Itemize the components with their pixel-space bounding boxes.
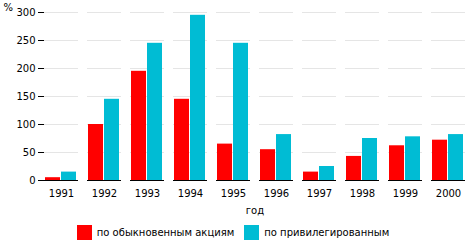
svg-text:150: 150 [16, 91, 35, 102]
svg-text:1995: 1995 [221, 188, 246, 199]
svg-text:1997: 1997 [307, 188, 332, 199]
svg-text:0: 0 [29, 175, 35, 186]
svg-text:200: 200 [16, 63, 35, 74]
svg-text:год: год [246, 205, 264, 216]
svg-text:1992: 1992 [92, 188, 117, 199]
svg-text:1993: 1993 [135, 188, 160, 199]
svg-text:%: % [4, 2, 14, 13]
svg-text:300: 300 [16, 7, 35, 18]
html-text:по обыкновенным акциям: по обыкновенным акциям [96, 227, 235, 238]
svg-text:1999: 1999 [393, 188, 418, 199]
svg-text:1991: 1991 [49, 188, 74, 199]
svg-text:100: 100 [16, 119, 35, 130]
svg-text:1996: 1996 [264, 188, 289, 199]
svg-text:2000: 2000 [436, 188, 461, 199]
svg-text:1998: 1998 [350, 188, 375, 199]
html-text:по привилегированным: по привилегированным [264, 227, 390, 238]
svg-text:1994: 1994 [178, 188, 203, 199]
svg-text:250: 250 [16, 35, 35, 46]
svg-text:50: 50 [23, 147, 36, 158]
